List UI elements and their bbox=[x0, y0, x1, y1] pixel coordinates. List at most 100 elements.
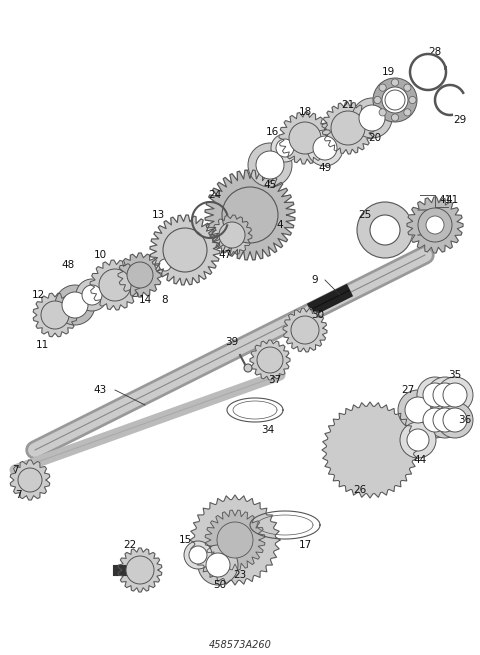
Text: 7: 7 bbox=[15, 490, 21, 500]
Text: 17: 17 bbox=[299, 540, 312, 550]
Polygon shape bbox=[283, 308, 327, 352]
Text: 45: 45 bbox=[264, 180, 276, 190]
Circle shape bbox=[407, 429, 429, 451]
Text: 26: 26 bbox=[353, 485, 367, 495]
Polygon shape bbox=[90, 260, 140, 310]
Circle shape bbox=[398, 390, 438, 430]
Polygon shape bbox=[33, 293, 77, 337]
Circle shape bbox=[155, 255, 175, 275]
Polygon shape bbox=[205, 510, 265, 570]
Text: 11: 11 bbox=[36, 340, 48, 350]
Circle shape bbox=[404, 84, 411, 91]
Polygon shape bbox=[118, 253, 162, 297]
Text: 25: 25 bbox=[359, 210, 372, 220]
Circle shape bbox=[271, 134, 299, 162]
Circle shape bbox=[184, 541, 212, 569]
Circle shape bbox=[198, 545, 238, 585]
Circle shape bbox=[423, 383, 447, 407]
Circle shape bbox=[404, 109, 411, 116]
Circle shape bbox=[331, 111, 365, 145]
Text: 10: 10 bbox=[94, 250, 107, 260]
Circle shape bbox=[437, 402, 473, 438]
Text: 39: 39 bbox=[226, 337, 239, 347]
Circle shape bbox=[313, 136, 337, 160]
Circle shape bbox=[370, 215, 400, 245]
Polygon shape bbox=[10, 460, 50, 500]
Text: 18: 18 bbox=[299, 107, 312, 117]
Circle shape bbox=[256, 151, 284, 179]
Polygon shape bbox=[322, 102, 374, 154]
Circle shape bbox=[159, 259, 171, 271]
Text: 41: 41 bbox=[445, 195, 458, 205]
Text: 7: 7 bbox=[12, 465, 18, 475]
Text: 35: 35 bbox=[448, 370, 462, 380]
Circle shape bbox=[18, 468, 42, 492]
Circle shape bbox=[291, 316, 319, 344]
Circle shape bbox=[76, 279, 108, 311]
Text: 44: 44 bbox=[413, 455, 427, 465]
Polygon shape bbox=[279, 112, 331, 164]
Polygon shape bbox=[150, 215, 220, 285]
Text: 34: 34 bbox=[262, 425, 275, 435]
Circle shape bbox=[289, 122, 321, 154]
Circle shape bbox=[55, 285, 95, 325]
Circle shape bbox=[391, 79, 398, 86]
Circle shape bbox=[420, 210, 450, 240]
Circle shape bbox=[99, 269, 131, 301]
Circle shape bbox=[189, 546, 207, 564]
Circle shape bbox=[248, 143, 292, 187]
Circle shape bbox=[427, 402, 463, 438]
Circle shape bbox=[417, 402, 453, 438]
Polygon shape bbox=[205, 170, 295, 260]
Polygon shape bbox=[407, 197, 463, 253]
Text: 50: 50 bbox=[214, 580, 227, 590]
Circle shape bbox=[352, 98, 392, 138]
Circle shape bbox=[409, 96, 416, 103]
Circle shape bbox=[219, 222, 245, 248]
Circle shape bbox=[400, 422, 436, 458]
Circle shape bbox=[357, 202, 413, 258]
Text: 28: 28 bbox=[428, 47, 442, 57]
Circle shape bbox=[433, 383, 457, 407]
Circle shape bbox=[443, 383, 467, 407]
Text: 49: 49 bbox=[318, 163, 332, 173]
Text: 20: 20 bbox=[369, 133, 382, 143]
Text: 12: 12 bbox=[31, 290, 45, 300]
Circle shape bbox=[62, 292, 88, 318]
Circle shape bbox=[385, 90, 405, 110]
Polygon shape bbox=[322, 402, 418, 498]
Text: 16: 16 bbox=[265, 127, 278, 137]
Circle shape bbox=[418, 208, 452, 242]
Circle shape bbox=[217, 522, 253, 558]
Circle shape bbox=[379, 109, 386, 116]
Text: 22: 22 bbox=[123, 540, 137, 550]
Text: 8: 8 bbox=[162, 295, 168, 305]
Text: 4: 4 bbox=[276, 220, 283, 230]
Circle shape bbox=[126, 556, 154, 584]
Circle shape bbox=[382, 87, 408, 113]
Text: 23: 23 bbox=[233, 570, 247, 580]
Text: 21: 21 bbox=[341, 100, 355, 110]
Circle shape bbox=[257, 347, 283, 373]
Polygon shape bbox=[118, 548, 162, 592]
Text: 24: 24 bbox=[208, 190, 222, 200]
Circle shape bbox=[307, 130, 343, 166]
Text: 19: 19 bbox=[382, 67, 395, 77]
Circle shape bbox=[41, 301, 69, 329]
Circle shape bbox=[127, 262, 153, 288]
Text: 47: 47 bbox=[218, 250, 232, 260]
Circle shape bbox=[417, 377, 453, 413]
Circle shape bbox=[373, 78, 417, 122]
Circle shape bbox=[374, 96, 381, 103]
Circle shape bbox=[379, 84, 386, 91]
Text: 43: 43 bbox=[94, 385, 107, 395]
Polygon shape bbox=[190, 495, 280, 585]
Circle shape bbox=[222, 187, 278, 243]
Text: 29: 29 bbox=[454, 115, 467, 125]
Circle shape bbox=[391, 114, 398, 121]
Circle shape bbox=[276, 139, 294, 157]
Text: 9: 9 bbox=[312, 275, 318, 285]
Circle shape bbox=[437, 377, 473, 413]
Circle shape bbox=[427, 377, 463, 413]
Text: 14: 14 bbox=[138, 295, 152, 305]
